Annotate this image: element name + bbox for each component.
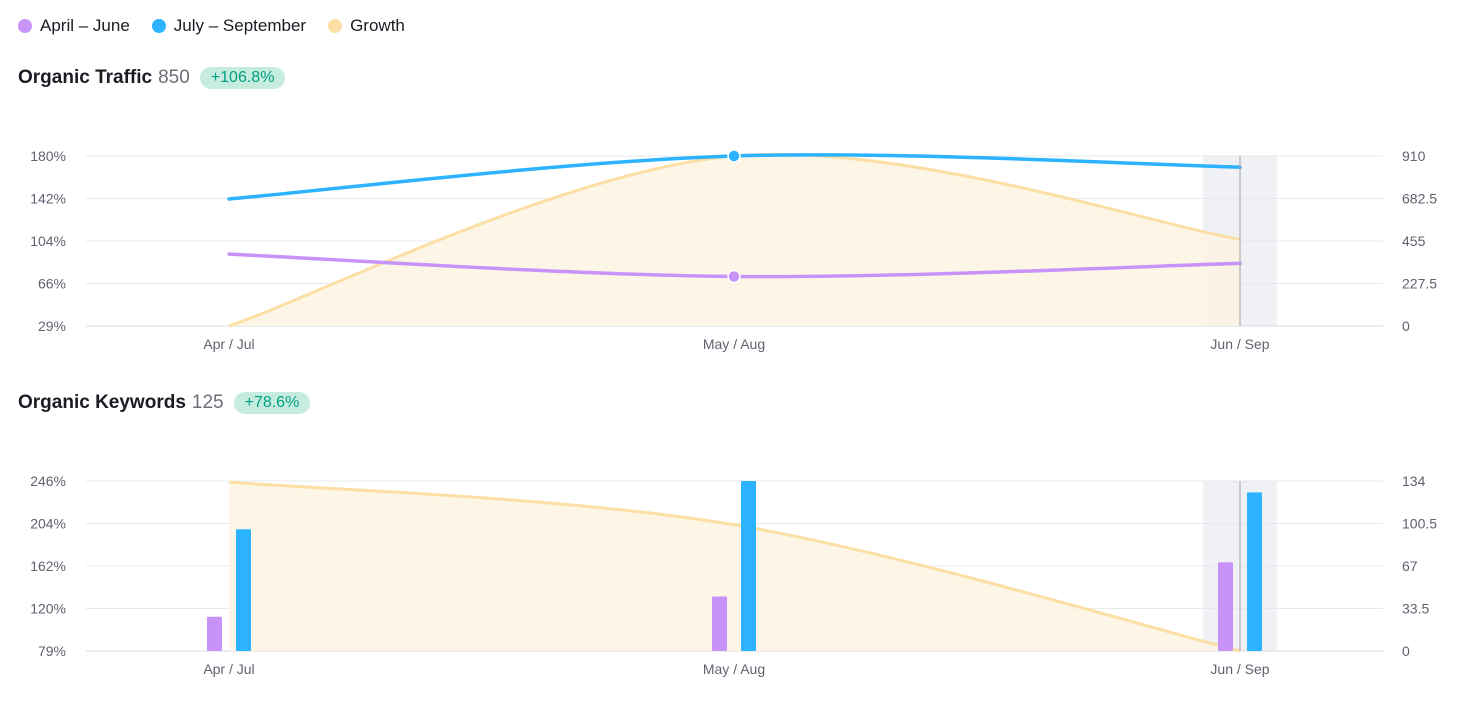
keywords-header: Organic Keywords 125 +78.6% [18,389,311,417]
chart-count: 850 [158,67,190,88]
x-tick: Jun / Sep [1210,661,1269,677]
y-left-tick: 104% [30,233,66,249]
legend: April – June July – September Growth [18,14,405,38]
data-point [727,269,741,284]
y-right-tick: 910 [1402,148,1426,164]
chart-title: Organic Keywords [18,392,186,413]
legend-dot-blue [151,19,166,33]
y-left-tick: 120% [30,601,66,617]
y-left-tick: 79% [38,643,66,659]
bar-july-september [236,529,251,651]
y-right-tick: 455 [1402,233,1426,249]
legend-dot-orange [328,19,343,33]
bar-april-june [1218,562,1233,651]
growth-badge: +78.6% [233,392,311,414]
y-right-tick: 227.5 [1402,276,1437,292]
y-left-tick: 204% [30,516,66,532]
y-right-tick: 0 [1402,318,1410,334]
growth-badge: +106.8% [199,67,286,89]
legend-item-april-june[interactable]: April – June [18,16,130,36]
legend-dot-purple [18,19,32,33]
legend-label: Growth [350,16,405,35]
bar-july-september [1247,492,1262,651]
y-right-tick: 134 [1402,473,1426,489]
y-left-tick: 66% [38,276,66,292]
legend-item-growth[interactable]: Growth [328,16,405,36]
chart-count: 125 [191,392,224,413]
bar-july-september [741,481,756,651]
chart-title: Organic Traffic [18,67,153,88]
data-point [727,149,741,163]
x-tick: Jun / Sep [1210,336,1269,352]
x-tick: May / Aug [703,661,765,677]
keywords-chart[interactable]: 246% 134 204% 100.5 162% 67 120% 33.5 79% 0 Apr / … [0,465,1465,690]
x-tick: Apr / Jul [203,661,254,677]
y-right-tick: 67 [1402,558,1418,574]
legend-label: April – June [40,16,130,35]
growth-area [229,482,1240,651]
x-tick: Apr / Jul [203,336,254,352]
traffic-chart[interactable]: 180% 910 142% 682.5 104% 455 66% 227.5 29% 0 Apr /… [0,140,1465,365]
traffic-header: Organic Traffic 850 +106.8% [18,64,286,92]
legend-label: July – September [173,16,307,35]
y-left-tick: 29% [38,318,66,334]
y-right-tick: 100.5 [1402,516,1437,532]
y-right-tick: 0 [1402,643,1410,659]
y-left-tick: 246% [30,473,66,489]
growth-line [228,480,1241,653]
y-right-tick: 682.5 [1402,191,1437,207]
x-tick: May / Aug [703,336,765,352]
growth-area [229,154,1240,326]
bar-april-june [207,616,222,651]
bar-april-june [712,596,727,651]
y-left-tick: 162% [30,558,66,574]
y-left-tick: 180% [30,148,66,164]
y-left-tick: 142% [30,191,66,207]
legend-item-july-september[interactable]: July – September [151,16,307,36]
y-right-tick: 33.5 [1402,601,1429,617]
